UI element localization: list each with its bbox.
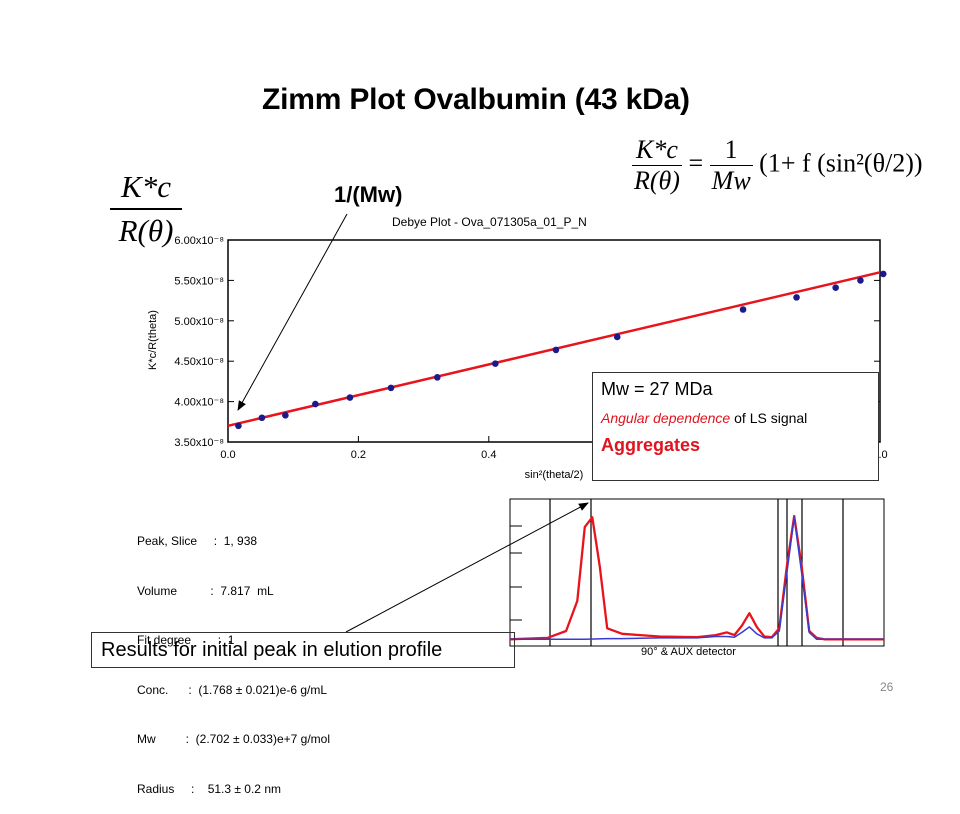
data-point xyxy=(739,306,747,313)
formula-denominator: R(θ) xyxy=(118,213,174,248)
y-tick-label: 5.00x10⁻⁸ xyxy=(174,316,224,328)
peak-info-line: Peak, Slice : 1, 938 xyxy=(137,534,258,548)
y-tick-label: 4.00x10⁻⁸ xyxy=(174,397,224,409)
y-tick-label: 3.50x10⁻⁸ xyxy=(174,437,224,449)
peak-info-line: Conc. : (1.768 ± 0.021)e-6 g/mL xyxy=(137,682,328,697)
data-point xyxy=(258,414,266,422)
angular-dependence-black: of LS signal xyxy=(730,410,808,426)
results-caption-box: Results for initial peak in elution prof… xyxy=(91,632,515,668)
data-point xyxy=(346,394,354,401)
x-tick-label: 0.2 xyxy=(351,449,366,461)
page-number: 26 xyxy=(880,680,894,694)
arrow-to-peak xyxy=(345,502,589,633)
peak-info-line: Radius : 51.3 ± 0.2 nm xyxy=(137,781,281,796)
elution-plot xyxy=(509,498,885,647)
data-point xyxy=(433,374,441,381)
data-point xyxy=(857,277,864,284)
peak-info-line: Fit degree : 1 xyxy=(137,633,235,647)
chart-canvas: 3.50x10⁻⁸ 4.00x10⁻⁸ 4.50x10⁻⁸ 5.00x10⁻⁸ 5.50… xyxy=(147,213,888,647)
formula-numerator: K*c xyxy=(110,168,182,210)
eq-rhs-den: Mw xyxy=(711,166,751,195)
data-point xyxy=(235,422,242,430)
y-tick-label: 4.50x10⁻⁸ xyxy=(174,356,224,368)
plot-frame xyxy=(227,239,881,443)
eq-lhs-num: K*c xyxy=(632,135,682,166)
data-point xyxy=(312,400,319,408)
formula-kc-over-r: K*c R(θ) xyxy=(110,168,182,250)
data-point xyxy=(282,412,289,419)
x-tick-label: 0.0 xyxy=(220,449,235,461)
data-point xyxy=(552,346,560,354)
y-axis-label: K*c/R(theta) xyxy=(147,310,159,370)
data-point xyxy=(879,270,887,278)
ls-90-trace xyxy=(509,514,884,641)
eq-lhs-den: R(θ) xyxy=(634,166,680,195)
peak-info-line: Volume : 7.817 mL xyxy=(137,583,274,598)
intercept-label: 1/(Mw) xyxy=(334,182,403,207)
data-point xyxy=(793,294,800,301)
elution-frame xyxy=(509,498,885,647)
data-point xyxy=(387,384,395,392)
y-tick-label: 5.50x10⁻⁸ xyxy=(174,275,224,287)
debye-plot: 3.50x10⁻⁸ 4.00x10⁻⁸ 4.50x10⁻⁸ 5.00x10⁻⁸ 5.50… xyxy=(147,235,888,481)
data-point xyxy=(613,333,621,341)
aggregates-label: Aggregates xyxy=(601,435,701,455)
x-tick-label: 0.4 xyxy=(481,449,496,461)
aux-trace xyxy=(510,516,884,641)
angular-dependence-note: Angular dependence of LS signal xyxy=(601,410,878,426)
y-tick-label: 6.00x10⁻⁸ xyxy=(174,235,224,247)
mw-result-box: Mw = 27 MDa Angular dependence of LS sig… xyxy=(592,372,879,481)
angular-dependence-red: Angular dependence xyxy=(601,410,731,426)
peak-info-line: Mw : (2.702 ± 0.033)e+7 g/mol xyxy=(137,732,331,746)
detector-label: 90° & AUX detector xyxy=(641,646,736,658)
x-axis-label: sin²(theta/2) xyxy=(525,469,584,481)
slide-title: Zimm Plot Ovalbumin (43 kDa) xyxy=(262,83,690,116)
data-point xyxy=(492,360,499,367)
arrow-to-intercept xyxy=(237,213,348,411)
eq-rhs-tail: (1+ f (sin²(θ/2)) xyxy=(759,148,923,178)
eq-rhs-num: 1 xyxy=(709,135,753,166)
mw-value: Mw = 27 MDa xyxy=(601,379,713,399)
annotation-arrows xyxy=(237,213,589,633)
zimm-equation: K*c R(θ) = 1 Mw (1+ f (sin²(θ/2)) xyxy=(632,135,923,195)
data-point xyxy=(832,284,839,291)
debye-chart-title: Debye Plot - Ova_071305a_01_P_N xyxy=(392,215,587,229)
